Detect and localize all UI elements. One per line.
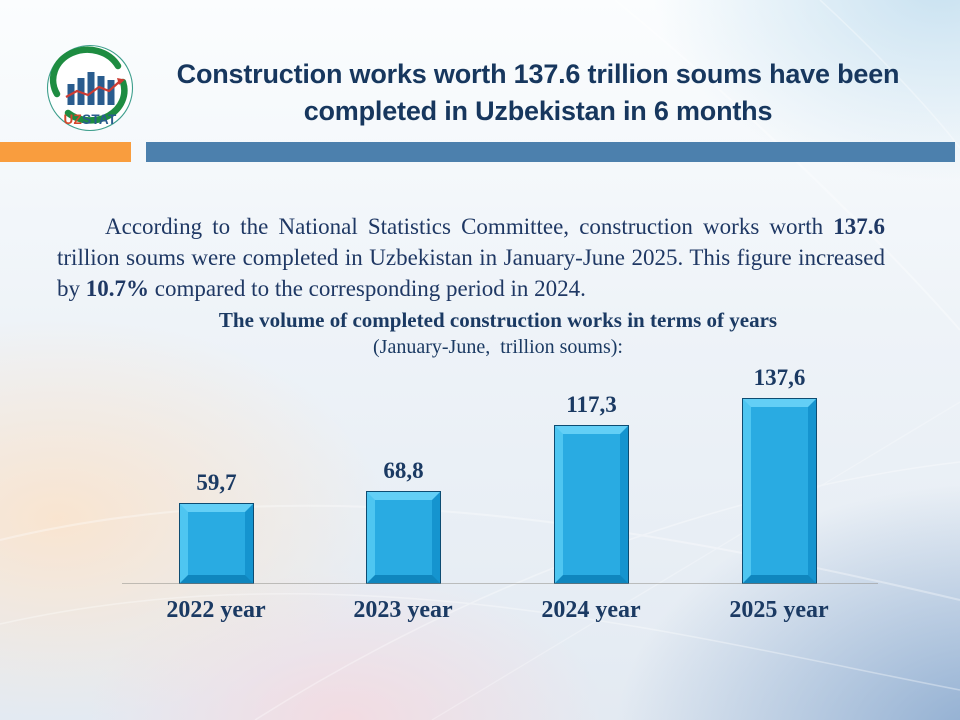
chart-subtitle: (January-June, trillion soums): — [373, 336, 623, 358]
bar: 59,7 — [179, 470, 254, 584]
chart-title: The volume of completed construction wor… — [218, 308, 778, 332]
logo-text-stat: STAT — [82, 112, 117, 127]
bar-value-label: 137,6 — [753, 365, 806, 390]
bar: 68,8 — [366, 458, 441, 584]
bar-value-label: 59,7 — [196, 470, 237, 495]
uzstat-logo-icon: UZSTAT — [46, 44, 134, 132]
bar-value-label: 68,8 — [383, 458, 424, 483]
bar-plot: 59,7 68,8 117,3 137,6 — [122, 365, 878, 584]
svg-text:UZSTAT: UZSTAT — [63, 112, 117, 127]
category-label: 2024 year — [541, 597, 641, 623]
category-label: 2025 year — [729, 597, 829, 623]
category-label: 2022 year — [166, 597, 266, 623]
x-axis-line — [122, 583, 878, 584]
page-title: Construction works worth 137.6 trillion … — [176, 59, 900, 126]
bar: 117,3 — [554, 392, 629, 584]
category-row: 2022 year 2023 year 2024 year 2025 year — [122, 597, 878, 627]
bar-value-label: 117,3 — [566, 392, 617, 417]
bar: 137,6 — [742, 365, 817, 584]
orange-accent-bar — [0, 142, 131, 162]
intro-paragraph: According to the National Statistics Com… — [57, 214, 885, 301]
blue-accent-bar — [146, 142, 955, 162]
category-label: 2023 year — [353, 597, 453, 623]
logo-text-uz: UZ — [63, 112, 82, 127]
